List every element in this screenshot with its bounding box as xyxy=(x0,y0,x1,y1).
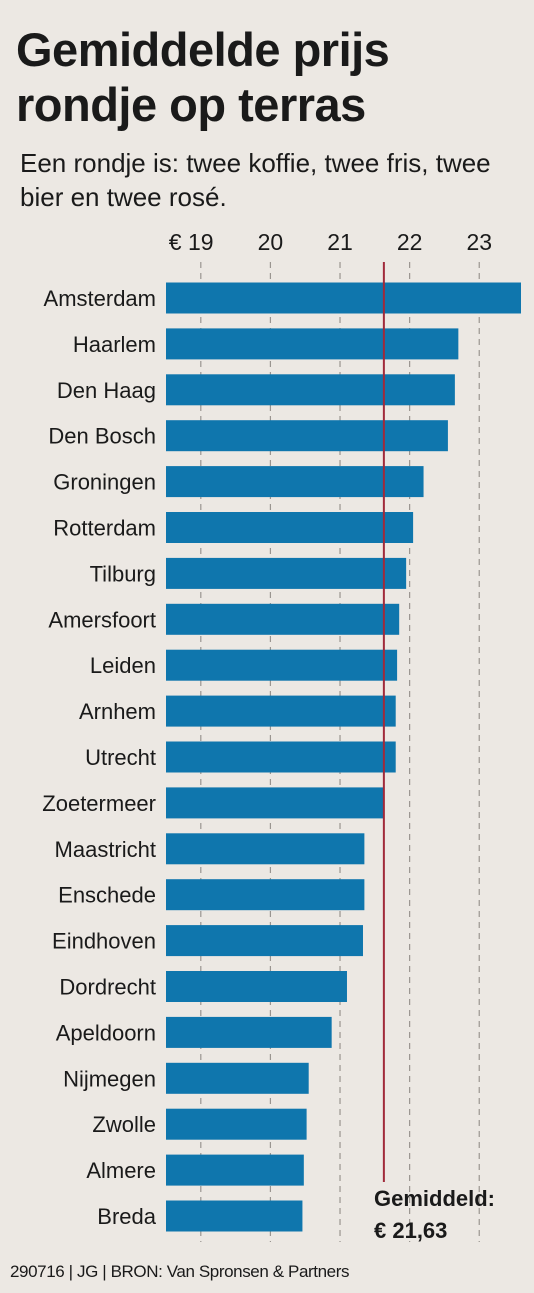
bar xyxy=(166,420,448,452)
bar xyxy=(166,695,396,727)
category-label: Breda xyxy=(97,1204,156,1229)
tick-label: € 19 xyxy=(169,229,214,255)
bar xyxy=(166,1200,303,1232)
category-label: Maastricht xyxy=(55,837,156,862)
category-label: Amsterdam xyxy=(44,286,156,311)
bar xyxy=(166,557,407,589)
bar xyxy=(166,282,521,314)
source-footer: 290716 | JG | BRON: Van Spronsen & Partn… xyxy=(10,1262,350,1281)
bar xyxy=(166,328,459,360)
category-label: Dordrecht xyxy=(59,975,156,1000)
tick-label: 22 xyxy=(397,229,423,255)
category-label: Zoetermeer xyxy=(42,791,156,816)
category-label: Haarlem xyxy=(73,332,156,357)
category-label: Utrecht xyxy=(85,745,156,770)
chart-subtitle: Een rondje is: twee koffie, twee fris, t… xyxy=(20,148,491,212)
category-label: Rotterdam xyxy=(53,516,156,541)
bar xyxy=(166,1154,304,1186)
category-label: Eindhoven xyxy=(52,929,156,954)
bar xyxy=(166,1108,307,1140)
bar xyxy=(166,741,396,773)
tick-label: 20 xyxy=(258,229,284,255)
bar xyxy=(166,925,363,957)
category-label: Enschede xyxy=(58,883,156,908)
tick-label: 21 xyxy=(327,229,353,255)
category-label: Leiden xyxy=(90,653,156,678)
category-label: Tilburg xyxy=(90,561,156,586)
bar xyxy=(166,374,455,406)
category-label: Almere xyxy=(86,1158,156,1183)
bar xyxy=(166,879,365,911)
category-label: Amersfoort xyxy=(48,607,156,632)
bar xyxy=(166,1016,332,1048)
category-label: Den Haag xyxy=(57,378,156,403)
category-label: Arnhem xyxy=(79,699,156,724)
category-label: Den Bosch xyxy=(48,424,156,449)
bar xyxy=(166,603,400,635)
bar xyxy=(166,649,398,681)
average-label: Gemiddeld: xyxy=(374,1186,495,1211)
category-label: Zwolle xyxy=(92,1112,156,1137)
tick-label: 23 xyxy=(466,229,492,255)
bar xyxy=(166,466,424,498)
average-value: € 21,63 xyxy=(374,1218,447,1243)
bar xyxy=(166,1062,309,1094)
bar xyxy=(166,971,347,1002)
bar xyxy=(166,512,414,543)
category-label: Groningen xyxy=(53,470,156,495)
category-label: Nijmegen xyxy=(63,1066,156,1091)
bar xyxy=(166,833,365,865)
category-label: Apeldoorn xyxy=(56,1020,156,1045)
bar xyxy=(166,787,384,819)
chart-title: Gemiddelde prijs rondje op terras xyxy=(16,23,390,131)
